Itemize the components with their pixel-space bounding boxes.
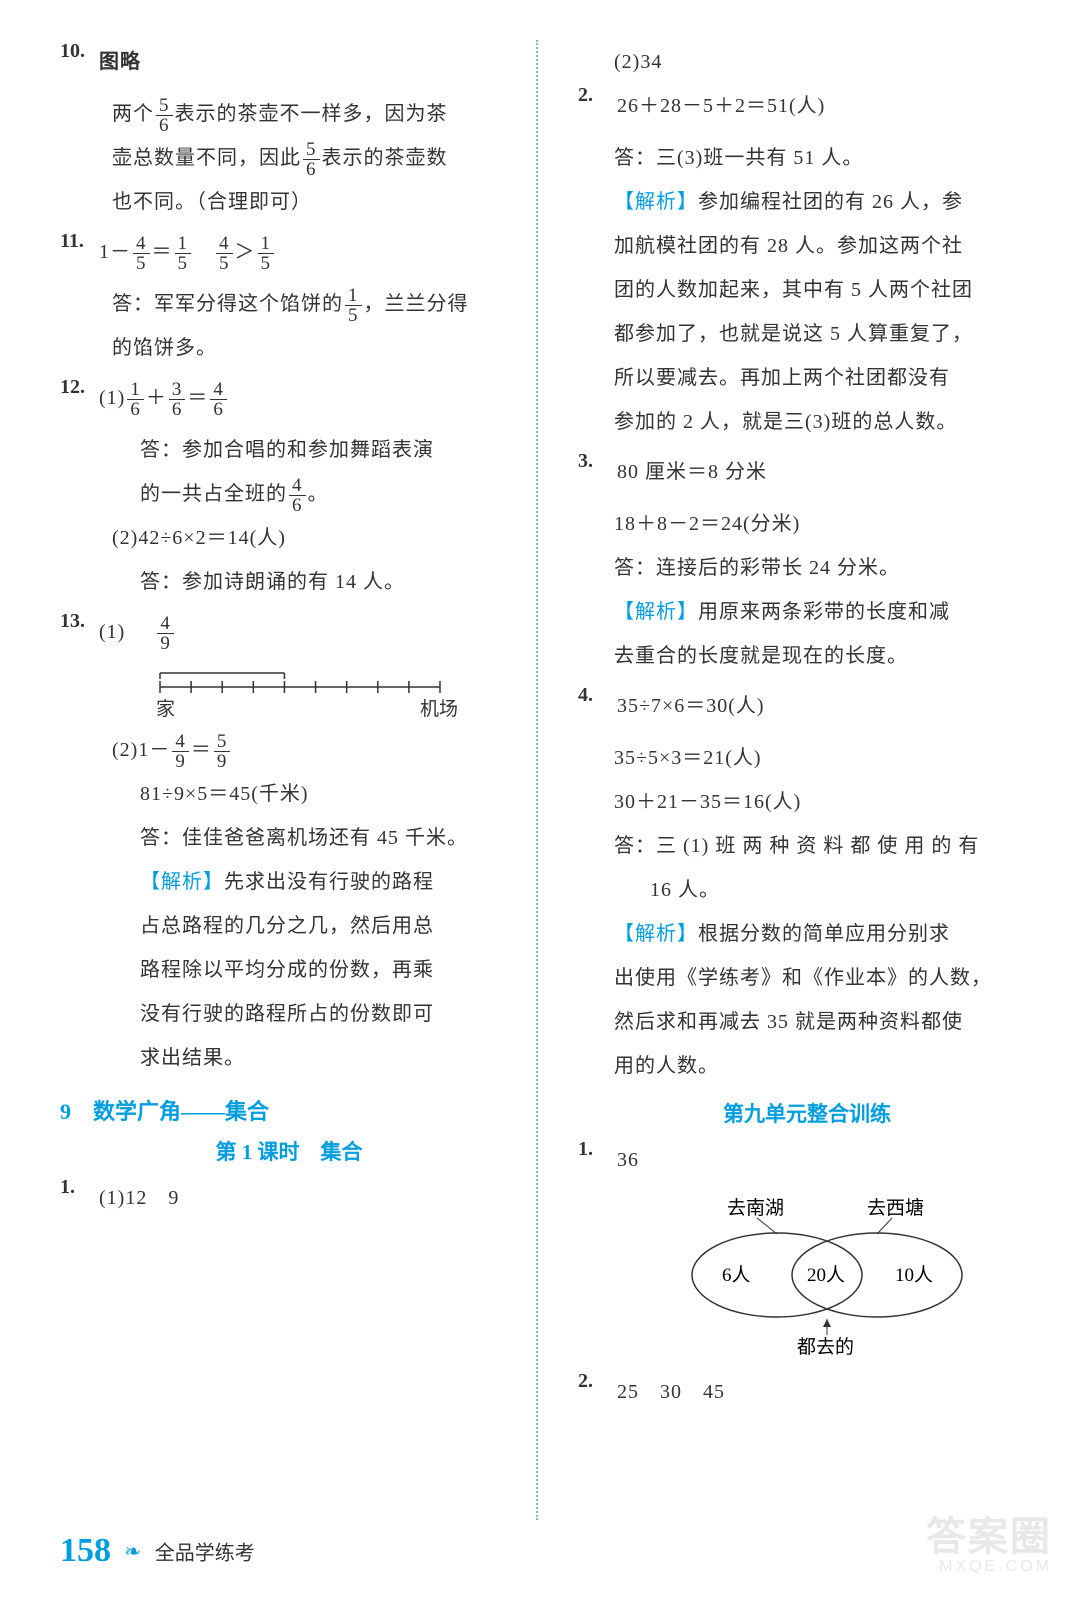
q4-e3: 然后求和再减去 35 就是两种资料都使 xyxy=(578,1000,1036,1044)
q4-ans1: 答：三 (1) 班 两 种 资 料 都 使 用 的 有 xyxy=(578,824,1036,868)
q2-ans: 答：三(3)班一共有 51 人。 xyxy=(578,136,1036,180)
q3-l2: 18＋8－2＝24(分米) xyxy=(578,502,1036,546)
q4-e4: 用的人数。 xyxy=(578,1044,1036,1088)
q4-e2: 出使用《学练考》和《作业本》的人数， xyxy=(578,956,1036,1000)
venn-diagram: 去南湖 去西塘 6人 20人 10人都去的 xyxy=(618,1190,1036,1366)
watermark: 答案圈 MXQE.COM xyxy=(926,1504,1052,1576)
qnum: 2. xyxy=(578,1370,612,1393)
q13-p3: 81÷9×5＝45(千米) xyxy=(60,772,518,816)
q1r-txt: 36 xyxy=(617,1138,1035,1182)
venn-svg: 去南湖 去西塘 6人 20人 10人都去的 xyxy=(667,1190,987,1360)
q2-e2: 加航模社团的有 28 人。参加这两个社 xyxy=(578,224,1036,268)
q11-ans2: 的馅饼多。 xyxy=(60,326,518,370)
svg-text:6人: 6人 xyxy=(722,1264,751,1286)
q10-title: 图略 xyxy=(99,40,517,84)
cont-2-34: (2)34 xyxy=(578,40,1036,84)
q10-line3: 也不同。（合理即可） xyxy=(60,180,518,224)
q2-e3: 团的人数加起来，其中有 5 人两个社团 xyxy=(578,268,1036,312)
question-13: 13. (1) 49 xyxy=(60,610,518,654)
q13-exp2: 占总路程的几分之几，然后用总 xyxy=(60,904,518,948)
svg-text:去南湖: 去南湖 xyxy=(727,1197,784,1219)
qnum: 4. xyxy=(578,684,612,707)
lesson-1-subtitle: 第 1 课时 集合 xyxy=(60,1136,518,1166)
section-9-title: 9 数学广角——集合 xyxy=(60,1094,518,1126)
q1-txt: (1)12 9 xyxy=(99,1176,517,1220)
question-3: 3. 80 厘米＝8 分米 xyxy=(578,450,1036,494)
q2-e4: 都参加了，也就是说这 5 人算重复了， xyxy=(578,312,1036,356)
svg-text:机场: 机场 xyxy=(420,698,458,720)
q4-l1: 35÷7×6＝30(人) xyxy=(617,684,1035,728)
qnum: 1. xyxy=(60,1176,94,1199)
q4-ans2: 16 人。 xyxy=(578,868,1036,912)
q12-ans2: 答：参加诗朗诵的有 14 人。 xyxy=(60,560,518,604)
watermark-line1: 答案圈 xyxy=(926,1504,1052,1562)
q13-exp5: 求出结果。 xyxy=(60,1036,518,1080)
page-footer: 158 ❧ 全品学练考 xyxy=(60,1532,255,1570)
question-1-left: 1. (1)12 9 xyxy=(60,1176,518,1220)
q13-p2: (2)1－49＝59 xyxy=(60,728,518,772)
page-number: 158 xyxy=(60,1532,111,1569)
qnum: 1. xyxy=(578,1138,612,1161)
q3-ans: 答：连接后的彩带长 24 分米。 xyxy=(578,546,1036,590)
q4-l2: 35÷5×3＝21(人) xyxy=(578,736,1036,780)
q4-e1: 【解析】根据分数的简单应用分别求 xyxy=(578,912,1036,956)
q2-e6: 参加的 2 人，就是三(3)班的总人数。 xyxy=(578,400,1036,444)
q2-e1: 【解析】参加编程社团的有 26 人，参 xyxy=(578,180,1036,224)
svg-text:10人: 10人 xyxy=(895,1264,933,1286)
q2b-txt: 25 30 45 xyxy=(617,1370,1035,1414)
leaf-icon: ❧ xyxy=(125,1541,142,1563)
q10-line2: 壶总数量不同，因此56表示的茶壶数 xyxy=(60,136,518,180)
q3-l1: 80 厘米＝8 分米 xyxy=(617,450,1035,494)
question-11: 11. 1－45＝15 45＞15 xyxy=(60,230,518,274)
question-12: 12. (1)16＋36＝46 xyxy=(60,376,518,420)
q2-e5: 所以要减去。再加上两个社团都没有 xyxy=(578,356,1036,400)
numberline-svg: 家 机场 xyxy=(140,662,480,722)
question-4: 4. 35÷7×6＝30(人) xyxy=(578,684,1036,728)
q12-ans1b: 的一共占全班的46。 xyxy=(60,472,518,516)
qnum: 10. xyxy=(60,40,94,63)
q10-line1: 两个56表示的茶壶不一样多，因为茶 xyxy=(60,92,518,136)
question-10: 10. 图略 xyxy=(60,40,518,84)
svg-text:去西塘: 去西塘 xyxy=(867,1197,924,1219)
fraction: 56 xyxy=(156,96,173,135)
svg-text:20人: 20人 xyxy=(807,1264,845,1286)
question-1-right: 1. 36 xyxy=(578,1138,1036,1182)
q11-ans1: 答：军军分得这个馅饼的15，兰兰分得 xyxy=(60,282,518,326)
qnum: 2. xyxy=(578,84,612,107)
q12-ans1a: 答：参加合唱的和参加舞蹈表演 xyxy=(60,428,518,472)
watermark-line2: MXQE.COM xyxy=(926,1558,1052,1576)
left-column: 10. 图略 两个56表示的茶壶不一样多，因为茶 壶总数量不同，因此56表示的茶… xyxy=(60,40,548,1500)
q12-p2: (2)42÷6×2＝14(人) xyxy=(60,516,518,560)
number-line-diagram: 家 机场 xyxy=(140,662,518,728)
unit-9-training-title: 第九单元整合训练 xyxy=(578,1098,1036,1128)
right-column: (2)34 2. 26＋28－5＋2＝51(人) 答：三(3)班一共有 51 人… xyxy=(548,40,1036,1500)
q3-e2: 去重合的长度就是现在的长度。 xyxy=(578,634,1036,678)
qnum: 3. xyxy=(578,450,612,473)
q4-l3: 30＋21－35＝16(人) xyxy=(578,780,1036,824)
fraction: 56 xyxy=(303,140,320,179)
book-title: 全品学练考 xyxy=(155,1543,255,1565)
qnum: 13. xyxy=(60,610,94,633)
q13-exp3: 路程除以平均分成的份数，再乘 xyxy=(60,948,518,992)
question-2-bottom: 2. 25 30 45 xyxy=(578,1370,1036,1414)
qnum: 11. xyxy=(60,230,94,253)
q13-exp1: 【解析】先求出没有行驶的路程 xyxy=(60,860,518,904)
q13-ans: 答：佳佳爸爸离机场还有 45 千米。 xyxy=(60,816,518,860)
q3-e1: 【解析】用原来两条彩带的长度和减 xyxy=(578,590,1036,634)
column-divider xyxy=(536,40,538,1520)
svg-text:家: 家 xyxy=(156,698,175,720)
question-2: 2. 26＋28－5＋2＝51(人) xyxy=(578,84,1036,128)
svg-text:都去的: 都去的 xyxy=(797,1336,854,1358)
q13-exp4: 没有行驶的路程所占的份数即可 xyxy=(60,992,518,1036)
qnum: 12. xyxy=(60,376,94,399)
q2-eq: 26＋28－5＋2＝51(人) xyxy=(617,84,1035,128)
